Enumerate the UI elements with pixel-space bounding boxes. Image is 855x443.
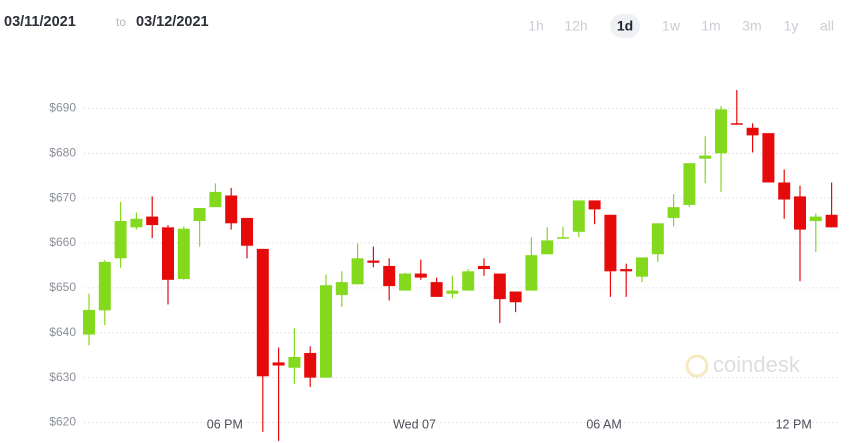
candle-body (256, 248, 269, 377)
x-tick-label: 12 PM (776, 417, 812, 431)
candle-body (225, 195, 238, 224)
candle-body (383, 265, 396, 287)
candle-body (794, 196, 806, 230)
candle-body (320, 285, 332, 378)
candle-body (809, 216, 822, 222)
candle-body (667, 207, 680, 218)
candle-body (493, 273, 506, 300)
candle-body (541, 240, 554, 255)
interval-button[interactable]: 3m (742, 18, 761, 34)
y-tick-label: $640 (49, 325, 76, 339)
interval-selected-bg (610, 14, 640, 38)
candle-body (715, 109, 727, 154)
candle-body (83, 309, 95, 335)
candle-body (146, 216, 159, 226)
y-tick-label: $690 (49, 101, 76, 115)
candle-body (162, 227, 174, 280)
candle-body (304, 352, 317, 378)
interval-label: 1w (662, 18, 681, 34)
watermark-logo (685, 354, 709, 378)
candle-body (130, 218, 143, 228)
interval-button[interactable]: 1m (701, 18, 720, 34)
candle-body (430, 282, 443, 297)
interval-label: 1m (701, 18, 720, 34)
candle-body (272, 362, 285, 366)
candle-body (588, 200, 601, 210)
y-tick-label: $630 (49, 370, 76, 384)
interval-label: 3m (742, 18, 761, 34)
range-to: 03/12/2021 (136, 14, 209, 30)
candle-body (241, 217, 253, 246)
interval-label: 1h (528, 18, 544, 34)
y-tick-label: $620 (49, 415, 76, 429)
interval-button[interactable]: 1h (528, 18, 544, 34)
candle-body (572, 200, 585, 232)
candle-body (446, 290, 459, 294)
candle-body (778, 182, 791, 200)
candle-body (367, 260, 380, 263)
candle-body (193, 208, 206, 222)
candle-body (209, 191, 222, 208)
candle-body (699, 155, 712, 159)
range-from: 03/11/2021 (4, 14, 76, 30)
interval-button[interactable]: all (820, 18, 834, 34)
interval-label: 1y (784, 18, 799, 34)
x-tick-label: 06 PM (207, 417, 243, 431)
candle-body (651, 223, 664, 255)
candle-body (98, 261, 111, 311)
candle-body (683, 163, 696, 205)
x-tick-label: Wed 07 (393, 417, 436, 431)
interval-label: all (820, 18, 834, 34)
interval-button[interactable]: 1y (784, 18, 799, 34)
interval-button[interactable]: 12h (564, 18, 587, 34)
interval-label: 12h (564, 18, 587, 34)
candle-body (177, 228, 190, 279)
candle-body (557, 237, 569, 239)
interval-button[interactable]: 1w (662, 18, 681, 34)
candle-body (414, 273, 427, 278)
watermark-text: coindesk (713, 352, 801, 377)
interval-button[interactable]: 1d (610, 14, 640, 38)
candle-body (636, 257, 648, 277)
watermark: coindesk (685, 352, 801, 378)
candle-body (762, 133, 775, 183)
candle-body (825, 214, 838, 228)
candle-body (351, 258, 364, 285)
candle-body (730, 123, 743, 125)
candle-body (478, 265, 490, 270)
candle-body (604, 214, 617, 272)
candle-body (509, 291, 522, 303)
candle-body (399, 273, 411, 291)
x-tick-label: 06 AM (586, 417, 621, 431)
y-tick-label: $670 (49, 190, 76, 204)
interval-label: 1d (617, 18, 633, 34)
y-tick-label: $680 (49, 145, 76, 159)
candle-body (620, 269, 633, 272)
candle-body (525, 255, 538, 291)
y-tick-label: $650 (49, 280, 76, 294)
candle-body (335, 282, 348, 296)
range-sep: to (116, 15, 126, 29)
candle-body (462, 271, 475, 291)
candle-body (746, 127, 759, 136)
y-tick-label: $660 (49, 235, 76, 249)
candle-body (114, 221, 127, 259)
candle-body (288, 357, 301, 368)
